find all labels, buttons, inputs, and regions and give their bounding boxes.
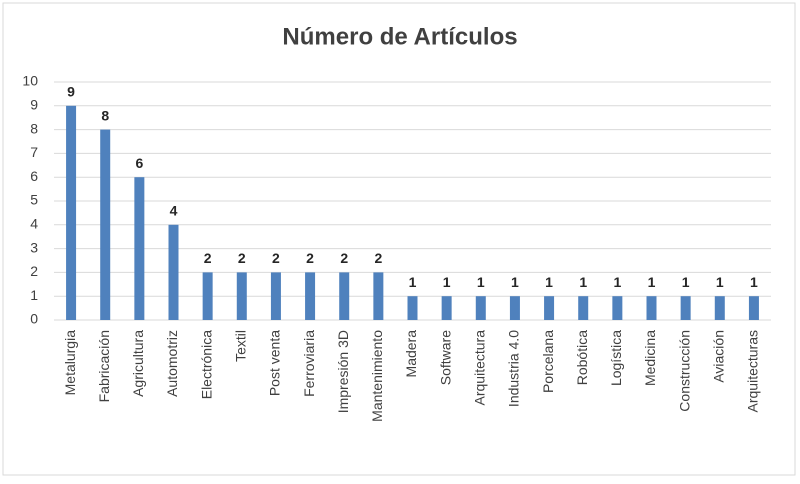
bar xyxy=(509,296,520,320)
x-tick-label: Aviación xyxy=(710,330,726,383)
bar xyxy=(544,296,555,320)
data-label: 8 xyxy=(101,107,109,123)
x-tick-label: Textil xyxy=(232,330,248,362)
chart-title: Número de Artículos xyxy=(282,23,517,50)
bar xyxy=(100,129,111,320)
data-label: 2 xyxy=(204,250,212,266)
x-tick-label: Arquitectura xyxy=(471,330,487,406)
data-label: 1 xyxy=(545,274,553,290)
data-label: 1 xyxy=(511,274,519,290)
x-tick-label: Electrónica xyxy=(198,330,214,399)
bar xyxy=(680,296,691,320)
bar xyxy=(236,272,247,320)
data-label: 2 xyxy=(306,250,314,266)
data-label: 1 xyxy=(750,274,758,290)
x-tick-label: Porcelana xyxy=(540,330,556,393)
x-tick-label: Post venta xyxy=(267,330,283,396)
x-tick-label: Medicina xyxy=(642,330,658,386)
x-tick-label: Automotriz xyxy=(164,330,180,397)
data-label: 2 xyxy=(374,250,382,266)
bar xyxy=(407,296,418,320)
y-tick-label: 1 xyxy=(30,287,38,303)
x-tick-label: Mantenimiento xyxy=(369,330,385,422)
bar xyxy=(748,296,759,320)
x-tick-label: Agricultura xyxy=(130,330,146,397)
bar xyxy=(441,296,452,320)
data-label: 1 xyxy=(682,274,690,290)
y-tick-label: 6 xyxy=(30,168,38,184)
y-tick-label: 7 xyxy=(30,144,38,160)
data-label: 2 xyxy=(272,250,280,266)
y-tick-label: 9 xyxy=(30,97,38,113)
y-tick-label: 2 xyxy=(30,263,38,279)
y-tick-label: 3 xyxy=(30,239,38,255)
data-label: 9 xyxy=(67,84,75,100)
y-tick-label: 4 xyxy=(30,216,38,232)
bar xyxy=(475,296,486,320)
x-tick-label: Ferroviaria xyxy=(301,330,317,397)
x-tick-label: Construcción xyxy=(676,330,692,412)
x-tick-label: Fabricación xyxy=(96,330,112,402)
y-tick-label: 0 xyxy=(30,311,38,327)
data-label: 1 xyxy=(648,274,656,290)
bar xyxy=(134,177,145,320)
y-tick-label: 10 xyxy=(22,73,38,89)
y-tick-label: 8 xyxy=(30,120,38,136)
data-label: 1 xyxy=(613,274,621,290)
x-tick-label: Robótica xyxy=(574,330,590,385)
x-tick-label: Arquitecturas xyxy=(745,330,761,412)
data-label: 6 xyxy=(135,155,143,171)
data-label: 4 xyxy=(170,203,178,219)
data-label: 1 xyxy=(443,274,451,290)
x-tick-label: Logística xyxy=(608,330,624,386)
bar xyxy=(66,105,77,320)
bar xyxy=(168,224,179,320)
x-tick-label: Industria 4.0 xyxy=(506,330,522,407)
data-label: 2 xyxy=(340,250,348,266)
bar xyxy=(646,296,657,320)
x-tick-label: Impresión 3D xyxy=(335,330,351,413)
bar xyxy=(339,272,350,320)
y-tick-label: 5 xyxy=(30,192,38,208)
data-label: 1 xyxy=(477,274,485,290)
bar xyxy=(612,296,623,320)
x-tick-label: Metalurgia xyxy=(62,330,78,396)
data-label: 1 xyxy=(716,274,724,290)
bar xyxy=(202,272,213,320)
bar xyxy=(578,296,589,320)
bar xyxy=(714,296,725,320)
data-label: 2 xyxy=(238,250,246,266)
bar xyxy=(270,272,281,320)
bar xyxy=(305,272,316,320)
data-label: 1 xyxy=(409,274,417,290)
bar xyxy=(373,272,384,320)
x-tick-label: Software xyxy=(437,330,453,385)
x-tick-label: Madera xyxy=(403,330,419,378)
data-label: 1 xyxy=(579,274,587,290)
